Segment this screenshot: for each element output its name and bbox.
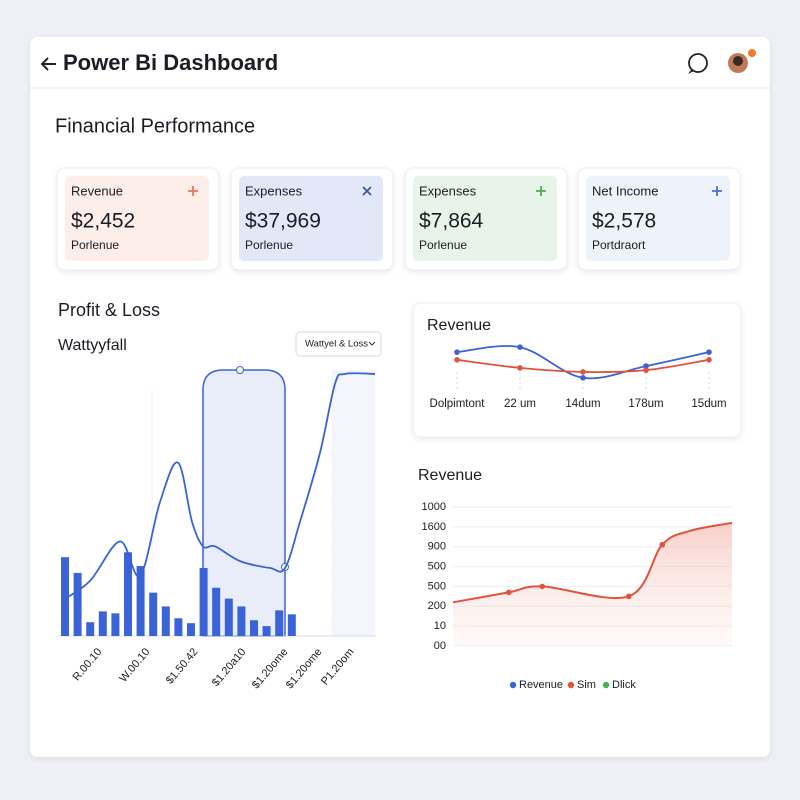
line: [61, 372, 376, 602]
bar: [224, 598, 233, 636]
marker: [625, 593, 632, 600]
legend-label: Revenue: [519, 679, 563, 691]
kpi-sub: Porlenue: [245, 238, 293, 252]
avatar[interactable]: [728, 49, 756, 73]
marker: [706, 357, 712, 363]
marker: [643, 367, 649, 373]
x-tick-label: Dolpimtont: [430, 398, 486, 410]
revenue-card: [412, 302, 742, 438]
y-tick-label: 200: [428, 600, 446, 612]
kpi-label: Expenses: [419, 183, 477, 198]
bar: [98, 611, 107, 636]
marker: [539, 583, 546, 590]
area: [453, 522, 732, 646]
y-tick-label: 00: [434, 640, 446, 652]
x-tick-label: 14dum: [565, 398, 600, 410]
kpi-card-body: [586, 176, 730, 261]
highlight-band: [202, 369, 286, 637]
bar: [212, 587, 221, 636]
legend-label: Sim: [577, 679, 596, 691]
bar: [136, 566, 145, 636]
bar: [124, 552, 132, 636]
kpi-sub: Porlenue: [419, 238, 467, 252]
dropdown-label: Wattyel & Loss: [305, 339, 368, 350]
legend-label: Dlick: [612, 679, 636, 691]
marker: [517, 365, 523, 371]
bar: [275, 610, 284, 636]
kpi-card-body: [239, 176, 383, 261]
back-button[interactable]: [40, 57, 56, 71]
bar: [149, 592, 158, 636]
bar: [287, 614, 296, 636]
y-tick-label: 500: [428, 560, 446, 572]
bar: [161, 606, 170, 636]
kpi-label: Expenses: [245, 183, 303, 198]
x-tick-label: 15dum: [691, 398, 726, 410]
dropdown[interactable]: [295, 331, 382, 357]
marker: [506, 589, 512, 596]
y-tick-label: 1600: [422, 521, 446, 533]
kpi-value: $2,578: [592, 210, 656, 233]
kpi-card-body: [65, 176, 209, 261]
kpi-sub: Portdraort: [592, 238, 646, 252]
chat-icon[interactable]: [688, 53, 708, 74]
bar: [86, 622, 95, 636]
highlight: [332, 370, 375, 636]
kpi-value: $7,864: [419, 210, 484, 233]
marker: [706, 349, 712, 355]
bar: [199, 568, 208, 636]
bar: [174, 618, 183, 636]
marker: [659, 541, 666, 548]
kpi-card-body: [413, 176, 557, 261]
x-tick-label: 178um: [628, 398, 663, 410]
section-title: Financial Performance: [55, 115, 255, 137]
marker: [580, 369, 586, 375]
bar: [237, 606, 246, 636]
legend-swatch: [602, 681, 610, 689]
x-tick-label: 22 um: [504, 398, 536, 410]
marker: [580, 375, 586, 381]
bar: [262, 626, 271, 636]
bar: [73, 572, 82, 636]
page-title: Power Bi Dashboard: [63, 50, 278, 75]
marker: [236, 366, 244, 374]
marker: [517, 344, 523, 351]
marker: [454, 357, 460, 363]
marker: [454, 349, 460, 355]
kpi-value: $37,969: [245, 210, 321, 233]
y-tick-label: 900: [428, 541, 446, 553]
bar: [250, 620, 258, 636]
chart-subtitle: Wattyyfall: [58, 337, 127, 354]
bar: [111, 613, 120, 636]
marker: [643, 363, 649, 369]
chart-title: Revenue: [418, 467, 482, 484]
bar: [61, 557, 69, 636]
y-tick-label: 10: [434, 620, 446, 632]
kpi-sub: Porlenue: [71, 238, 119, 252]
legend-swatch: [509, 681, 517, 689]
legend-swatch: [567, 681, 575, 689]
dropdown-caret: [368, 341, 376, 346]
y-tick-label: 500: [428, 580, 446, 592]
card-icons: [188, 186, 722, 196]
bar: [187, 623, 195, 636]
y-tick-label: 1000: [422, 501, 446, 513]
kpi-label: Net Income: [592, 183, 658, 198]
chart-title: Revenue: [427, 317, 491, 334]
chart-title: Profit & Loss: [58, 300, 160, 320]
kpi-label: Revenue: [71, 183, 123, 198]
kpi-value: $2,452: [71, 210, 135, 233]
